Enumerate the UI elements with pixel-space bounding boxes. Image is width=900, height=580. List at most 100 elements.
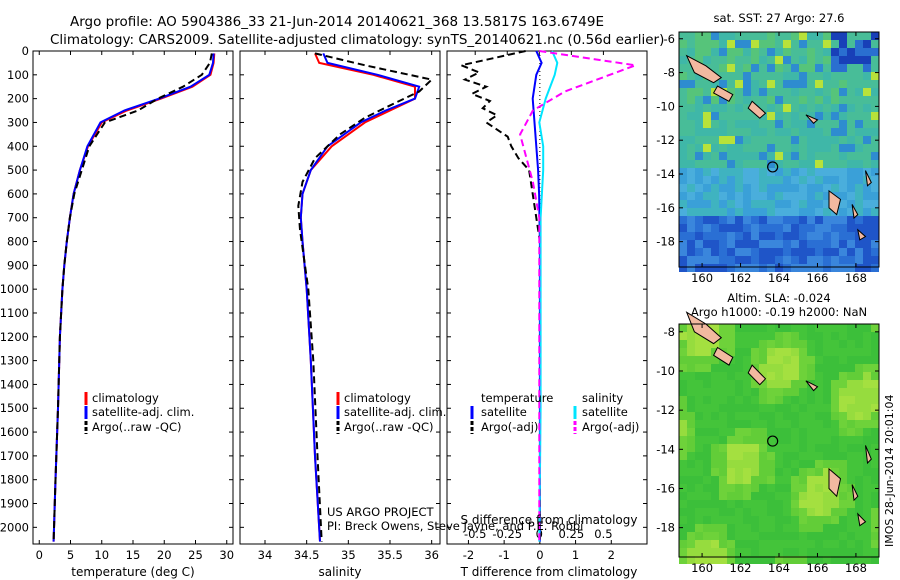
- map-cell: [687, 452, 695, 460]
- map-cell: [863, 556, 871, 564]
- map-cell: [799, 332, 807, 340]
- map-cell: [871, 232, 879, 240]
- map-cell: [703, 216, 711, 224]
- map-cell: [815, 32, 823, 40]
- map-cell: [863, 256, 871, 264]
- map-cell: [871, 248, 879, 256]
- map-cell: [735, 540, 743, 548]
- map-cell: [815, 380, 823, 388]
- y-tick-label: 100: [7, 68, 29, 82]
- map-cell: [815, 404, 823, 412]
- map-cell: [871, 436, 879, 444]
- map-cell: [855, 364, 863, 372]
- map-cell: [791, 264, 799, 272]
- map-cell: [807, 104, 815, 112]
- x-tick-label: 10: [94, 548, 109, 562]
- map-cell: [807, 444, 815, 452]
- map-cell: [855, 556, 863, 564]
- map-cell: [735, 176, 743, 184]
- map-cell: [847, 200, 855, 208]
- map-cell: [735, 524, 743, 532]
- map-cell: [783, 208, 791, 216]
- map-cell: [743, 128, 751, 136]
- map-cell: [799, 160, 807, 168]
- map-cell: [815, 388, 823, 396]
- map-cell: [847, 256, 855, 264]
- map-cell: [679, 396, 687, 404]
- map-cell: [871, 208, 879, 216]
- map-cell: [871, 264, 879, 272]
- map-cell: [807, 200, 815, 208]
- x-tick-label: 15: [126, 548, 141, 562]
- map-cell: [831, 152, 839, 160]
- map-cell: [839, 500, 847, 508]
- map-cell: [703, 88, 711, 96]
- map-cell: [799, 248, 807, 256]
- map-cell: [743, 476, 751, 484]
- map-cell: [743, 388, 751, 396]
- map-cell: [703, 396, 711, 404]
- map-cell: [759, 224, 767, 232]
- map-cell: [735, 248, 743, 256]
- map-cell: [871, 388, 879, 396]
- map-cell: [839, 540, 847, 548]
- map-cell: [847, 248, 855, 256]
- map-cell: [823, 192, 831, 200]
- map-cell: [751, 428, 759, 436]
- map-cell: [743, 112, 751, 120]
- map-cell: [679, 144, 687, 152]
- map-cell: [711, 80, 719, 88]
- map-cell: [775, 208, 783, 216]
- map-cell: [767, 152, 775, 160]
- map-cell: [727, 436, 735, 444]
- map-cell: [863, 88, 871, 96]
- map-cell: [815, 356, 823, 364]
- map-cell: [863, 208, 871, 216]
- map-cell: [855, 380, 863, 388]
- map-cell: [847, 452, 855, 460]
- map-cell: [711, 208, 719, 216]
- map-cell: [807, 88, 815, 96]
- map-cell: [871, 152, 879, 160]
- map-cell: [775, 332, 783, 340]
- map-cell: [775, 112, 783, 120]
- map-cell: [703, 500, 711, 508]
- map-cell: [743, 216, 751, 224]
- map-cell: [687, 340, 695, 348]
- map-cell: [823, 412, 831, 420]
- map-cell: [807, 348, 815, 356]
- map-cell: [791, 72, 799, 80]
- map-cell: [695, 332, 703, 340]
- map-cell: [823, 232, 831, 240]
- legend-label: satellite: [582, 405, 628, 419]
- map-cell: [831, 168, 839, 176]
- map-cell: [847, 396, 855, 404]
- map-cell: [839, 468, 847, 476]
- map-cell: [679, 332, 687, 340]
- map-cell: [679, 176, 687, 184]
- map-cell: [815, 372, 823, 380]
- map-cell: [775, 216, 783, 224]
- y-tick-label: 900: [7, 258, 29, 272]
- sst-land: [685, 54, 872, 241]
- map-cell: [783, 556, 791, 564]
- map-cell: [807, 240, 815, 248]
- map-cell: [807, 420, 815, 428]
- map-cell: [719, 324, 727, 332]
- map-cell: [783, 184, 791, 192]
- map-cell: [831, 256, 839, 264]
- map-cell: [727, 404, 735, 412]
- map-cell: [743, 532, 751, 540]
- map-cell: [767, 380, 775, 388]
- map-cell: [711, 412, 719, 420]
- map-cell: [767, 444, 775, 452]
- map-cell: [791, 516, 799, 524]
- map-cell: [751, 160, 759, 168]
- map-cell: [775, 348, 783, 356]
- x-tick-label: 25: [188, 548, 203, 562]
- map-cell: [847, 80, 855, 88]
- map-cell: [727, 248, 735, 256]
- map-cell: [759, 120, 767, 128]
- map-cell: [695, 484, 703, 492]
- map-cell: [799, 40, 807, 48]
